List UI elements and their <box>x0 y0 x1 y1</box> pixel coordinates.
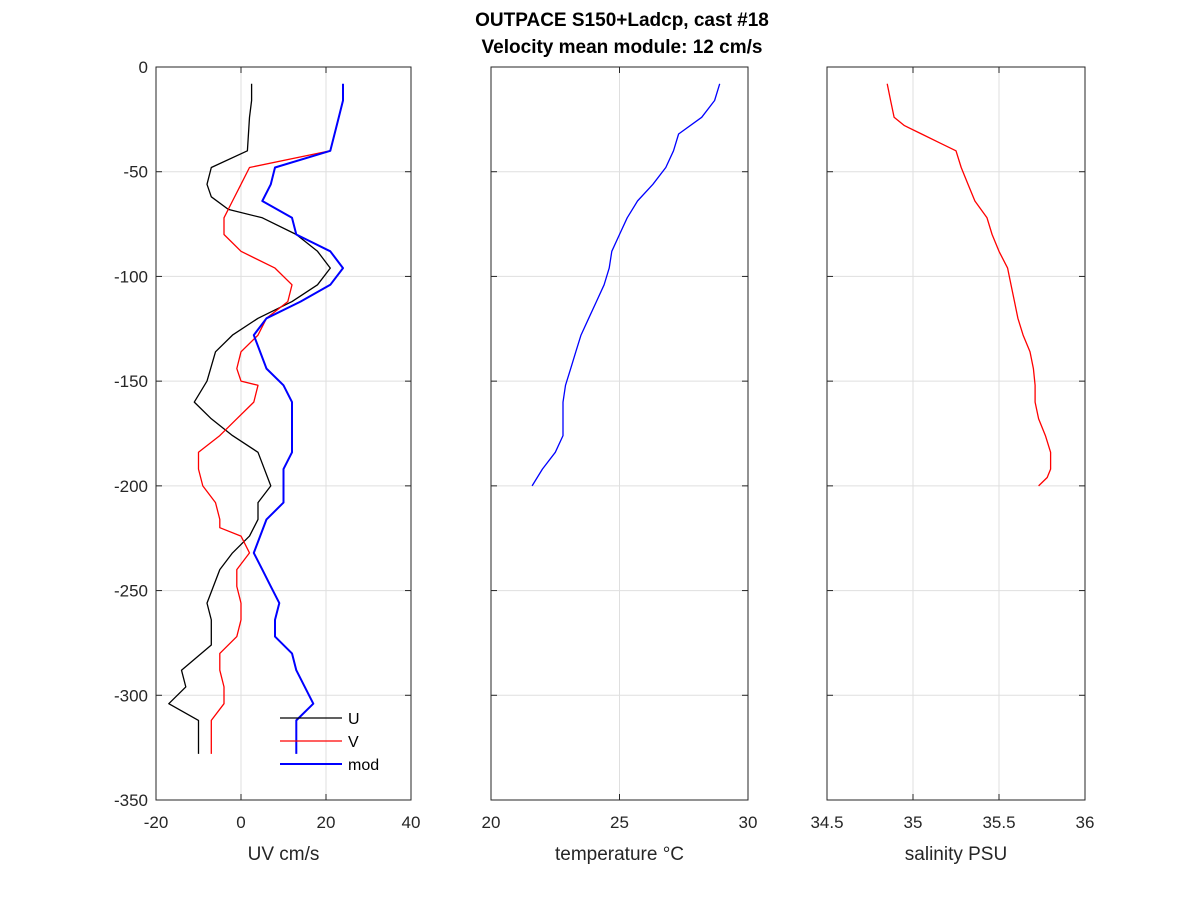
x-tick-label: 20 <box>317 813 336 832</box>
series-line-v <box>197 150 331 754</box>
y-tick-label: -300 <box>114 686 148 705</box>
chart-title-line2: Velocity mean module: 12 cm/s <box>482 37 763 58</box>
series-line-salinity <box>886 83 1052 487</box>
panel-3: 34.5 35 35.5 36 salinity PSU <box>810 66 1095 865</box>
series-line-mod <box>252 83 344 754</box>
axes-box <box>826 66 1086 801</box>
y-tick-label: -250 <box>114 582 148 601</box>
x-tick-label: 36 <box>1076 813 1095 832</box>
series-line-u <box>168 83 331 754</box>
x-tick-label: 34.5 <box>810 813 843 832</box>
x-axis-label: temperature °C <box>555 844 684 865</box>
x-tick-label: 35 <box>904 813 923 832</box>
x-tick-label: 30 <box>739 813 758 832</box>
x-tick-label: 35.5 <box>982 813 1015 832</box>
x-tick-label: 25 <box>610 813 629 832</box>
legend-label-u: U <box>348 711 360 728</box>
chart-title-line1: OUTPACE S150+Ladcp, cast #18 <box>475 10 769 31</box>
x-axis-label: salinity PSU <box>905 844 1007 865</box>
x-tick-label: 20 <box>482 813 501 832</box>
x-tick-label: 40 <box>402 813 421 832</box>
y-tick-label: 0 <box>139 58 148 77</box>
y-tick-label: -50 <box>123 163 148 182</box>
panel-2: 20 25 30 temperature °C <box>482 66 758 865</box>
y-tick-label: -150 <box>114 372 148 391</box>
legend-label-mod: mod <box>348 757 379 774</box>
x-tick-label: -20 <box>144 813 169 832</box>
y-tick-label: -350 <box>114 791 148 810</box>
legend-label-v: V <box>348 734 359 751</box>
x-axis-label: UV cm/s <box>248 844 320 865</box>
x-tick-label: 0 <box>236 813 245 832</box>
y-tick-label: -200 <box>114 477 148 496</box>
y-tick-label: -100 <box>114 267 148 286</box>
axes-box <box>155 66 412 801</box>
series-line-temperature <box>531 83 721 487</box>
